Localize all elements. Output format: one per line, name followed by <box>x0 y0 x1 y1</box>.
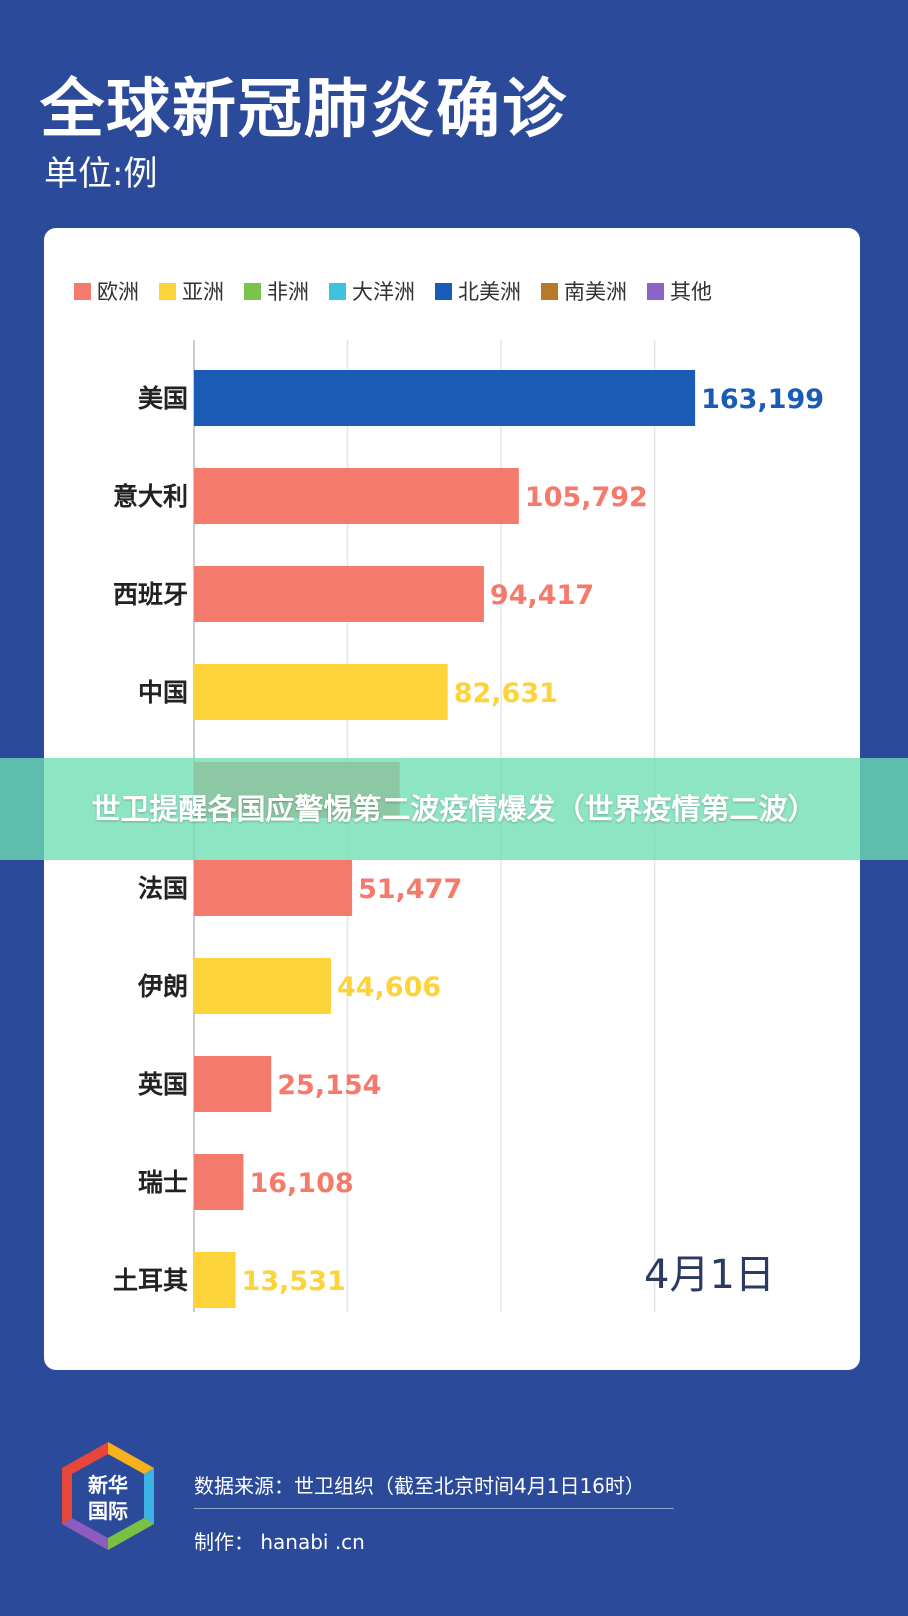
legend-label: 南美洲 <box>564 280 627 304</box>
legend-swatch <box>541 282 558 300</box>
bar-5 <box>194 860 353 916</box>
value-label: 82,631 <box>454 678 558 709</box>
category-label: 瑞士 <box>138 1168 188 1197</box>
maker-credit: 制作： hanabi .cn <box>194 1530 365 1554</box>
legend-item-oceania: 大洋洲 <box>329 276 415 306</box>
category-label: 伊朗 <box>137 972 188 1001</box>
value-label: 16,108 <box>249 1168 353 1199</box>
legend-swatch <box>647 282 664 300</box>
category-label: 英国 <box>138 1070 188 1099</box>
bar-8 <box>194 1154 244 1210</box>
date-annotation: 4月1日 <box>644 1252 775 1298</box>
legend-label: 大洋洲 <box>352 280 415 304</box>
legend-label: 北美洲 <box>458 280 521 304</box>
bar-2 <box>194 566 484 622</box>
category-label: 土耳其 <box>113 1266 188 1295</box>
value-label: 51,477 <box>358 874 462 905</box>
legend-label: 非洲 <box>267 280 309 304</box>
logo-text-bottom: 国际 <box>88 1499 128 1523</box>
value-label: 13,531 <box>242 1266 346 1297</box>
category-label: 西班牙 <box>113 580 188 609</box>
value-label: 94,417 <box>490 580 594 611</box>
legend-swatch <box>74 282 91 300</box>
legend-item-north-america: 北美洲 <box>435 276 521 306</box>
legend-swatch <box>244 282 261 300</box>
value-label: 44,606 <box>337 972 441 1003</box>
legend-item-africa: 非洲 <box>244 276 309 306</box>
legend-item-south-america: 南美洲 <box>541 276 627 306</box>
legend-swatch <box>435 282 452 300</box>
bar-0 <box>194 370 696 426</box>
value-label: 25,154 <box>277 1070 381 1101</box>
legend-item-other: 其他 <box>647 276 712 306</box>
chart-legend: 欧洲 亚洲 非洲 大洋洲 北美洲 南美洲 其他 <box>74 276 854 306</box>
bar-9 <box>194 1252 236 1308</box>
logo-text-top: 新华 <box>88 1473 128 1497</box>
category-label: 中国 <box>138 678 188 707</box>
category-label: 美国 <box>138 384 188 413</box>
banner-text: 世卫提醒各国应警惕第二波疫情爆发（世界疫情第二波） <box>91 792 817 826</box>
headline-banner: 世卫提醒各国应警惕第二波疫情爆发（世界疫情第二波） <box>0 758 908 860</box>
data-source: 数据来源：世卫组织（截至北京时间4月1日16时） <box>194 1474 645 1498</box>
legend-label: 其他 <box>670 280 712 304</box>
bar-1 <box>194 468 519 524</box>
unit-label: 单位:例 <box>44 154 158 194</box>
legend-label: 亚洲 <box>182 280 224 304</box>
bar-3 <box>194 664 448 720</box>
bar-7 <box>194 1056 272 1112</box>
legend-item-europe: 欧洲 <box>74 276 139 306</box>
legend-swatch <box>159 282 176 300</box>
value-label: 105,792 <box>525 482 648 513</box>
bar-6 <box>194 958 331 1014</box>
footer-divider <box>194 1508 674 1509</box>
category-label: 意大利 <box>113 482 188 511</box>
legend-swatch <box>329 282 346 300</box>
category-label: 法国 <box>138 874 188 903</box>
legend-label: 欧洲 <box>97 280 139 304</box>
legend-item-asia: 亚洲 <box>159 276 224 306</box>
xinhua-logo-icon: 新华 国际 <box>62 1442 154 1550</box>
value-label: 163,199 <box>701 384 824 415</box>
page-title: 全球新冠肺炎确诊 <box>40 73 568 147</box>
